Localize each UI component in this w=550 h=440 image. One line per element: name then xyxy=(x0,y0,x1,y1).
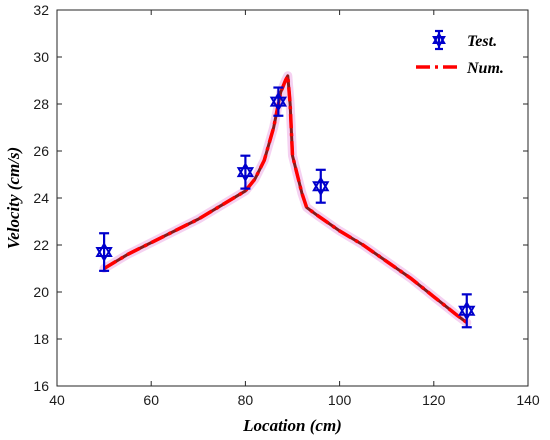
legend-num-label: Num. xyxy=(466,60,504,77)
x-tick-label: 40 xyxy=(49,392,65,408)
legend: Test. Num. xyxy=(416,24,520,84)
y-axis-title: Velocity (cm/s) xyxy=(4,147,23,249)
num-series-line xyxy=(103,74,468,324)
y-tick-label: 30 xyxy=(33,49,49,65)
x-tick-label: 80 xyxy=(238,392,254,408)
y-tick-label: 22 xyxy=(33,237,49,253)
y-tick-label: 24 xyxy=(33,190,49,206)
x-tick-label: 60 xyxy=(143,392,159,408)
y-axis: 16 18 20 22 24 26 28 30 32 xyxy=(33,2,528,394)
test-point xyxy=(458,300,476,321)
num-series-shadow xyxy=(103,74,468,324)
test-point xyxy=(269,91,288,112)
y-tick-label: 20 xyxy=(33,284,49,300)
legend-star xyxy=(432,32,446,48)
test-point xyxy=(236,162,255,183)
x-axis-title: Location (cm) xyxy=(242,416,342,435)
y-tick-label: 18 xyxy=(33,331,49,347)
test-point xyxy=(95,242,113,263)
test-point xyxy=(312,176,330,197)
x-tick-label: 100 xyxy=(328,392,352,408)
legend-test-label: Test. xyxy=(467,33,497,50)
x-tick-label: 120 xyxy=(422,392,446,408)
x-tick-label: 140 xyxy=(516,392,540,408)
num-series-halo xyxy=(99,71,472,328)
y-tick-label: 28 xyxy=(33,96,49,112)
x-axis: 40 60 80 100 120 140 xyxy=(49,10,540,408)
legend-box xyxy=(420,24,520,84)
y-tick-label: 32 xyxy=(33,2,49,18)
y-tick-label: 16 xyxy=(33,378,49,394)
plot-area xyxy=(56,9,529,387)
y-tick-label: 26 xyxy=(33,143,49,159)
legend-test-marker xyxy=(432,29,446,51)
